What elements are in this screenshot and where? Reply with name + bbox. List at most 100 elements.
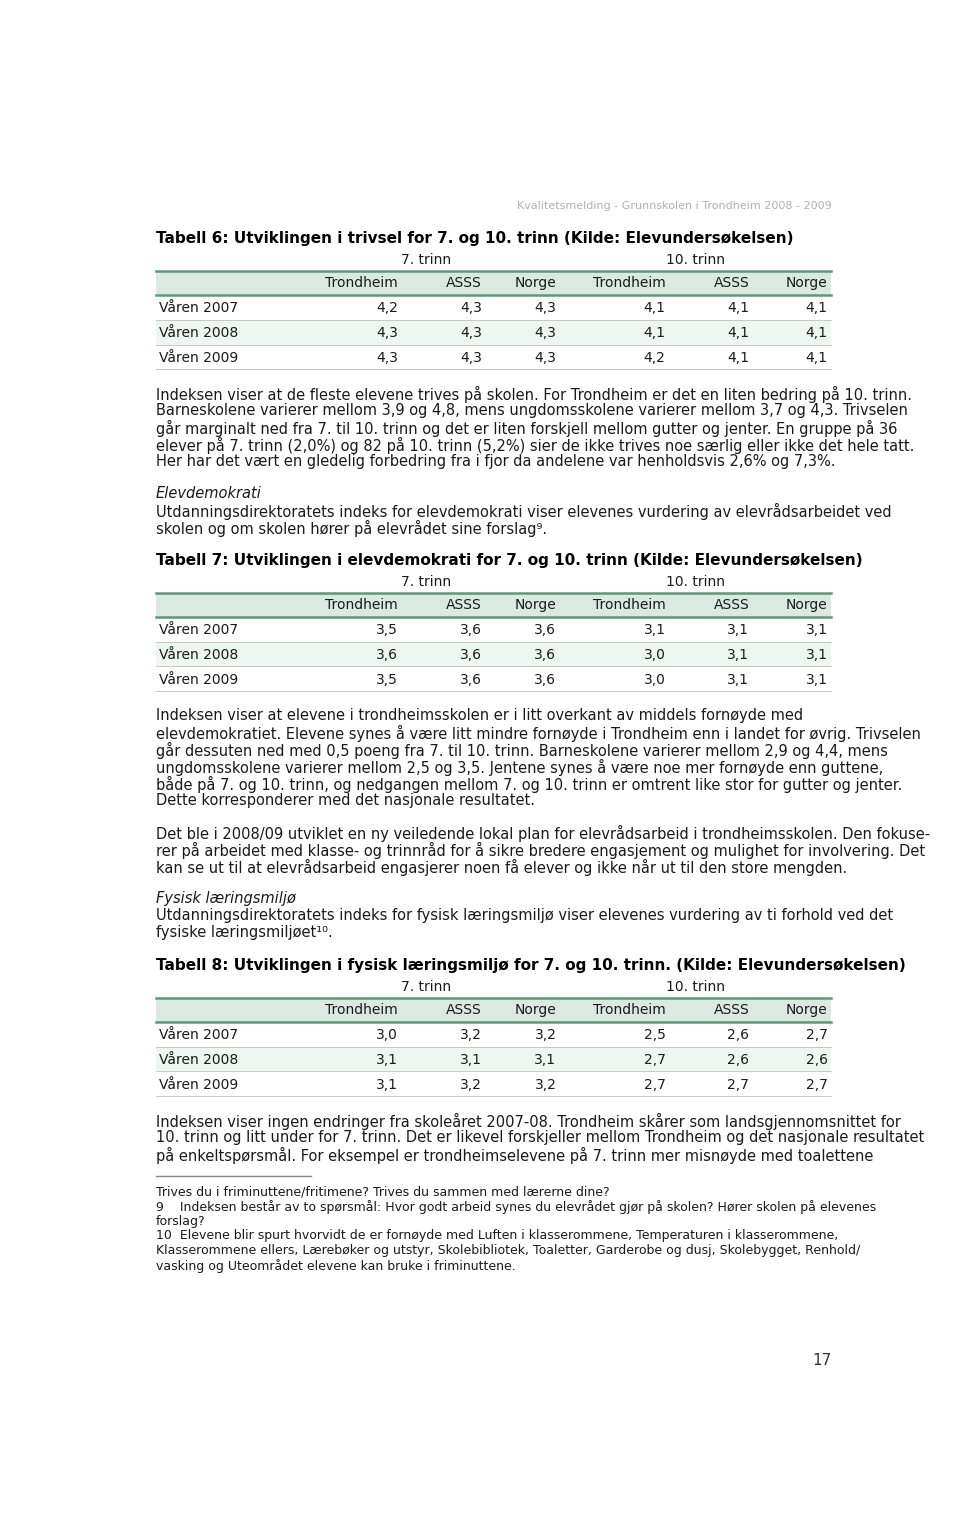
Text: Trondheim: Trondheim bbox=[325, 277, 398, 290]
Text: 2,7: 2,7 bbox=[728, 1077, 750, 1091]
Text: 2,7: 2,7 bbox=[805, 1077, 828, 1091]
Text: 3,6: 3,6 bbox=[460, 673, 482, 687]
Text: 3,6: 3,6 bbox=[535, 624, 557, 638]
Text: Norge: Norge bbox=[515, 598, 557, 612]
Text: Våren 2008: Våren 2008 bbox=[158, 1053, 238, 1067]
Text: Dette korresponderer med det nasjonale resultatet.: Dette korresponderer med det nasjonale r… bbox=[156, 793, 535, 808]
Text: Våren 2008: Våren 2008 bbox=[158, 326, 238, 340]
Bar bbox=[156, 593, 831, 618]
Text: 4,1: 4,1 bbox=[805, 350, 828, 364]
Text: 3,0: 3,0 bbox=[644, 673, 665, 687]
Text: 4,1: 4,1 bbox=[805, 301, 828, 315]
Text: 4,3: 4,3 bbox=[376, 326, 398, 340]
Text: 4,3: 4,3 bbox=[535, 326, 557, 340]
Text: Indeksen viser ingen endringer fra skoleåret 2007-08. Trondheim skårer som lands: Indeksen viser ingen endringer fra skole… bbox=[156, 1113, 900, 1130]
Text: Våren 2009: Våren 2009 bbox=[158, 673, 238, 687]
Text: 4,3: 4,3 bbox=[535, 301, 557, 315]
Text: Våren 2008: Våren 2008 bbox=[158, 649, 238, 662]
Text: 4,1: 4,1 bbox=[728, 301, 750, 315]
Text: 2,5: 2,5 bbox=[644, 1028, 665, 1042]
Text: 17: 17 bbox=[812, 1353, 831, 1368]
Text: Indeksen viser at de fleste elevene trives på skolen. For Trondheim er det en li: Indeksen viser at de fleste elevene triv… bbox=[156, 386, 912, 403]
Text: Våren 2007: Våren 2007 bbox=[158, 624, 238, 638]
Text: går dessuten ned med 0,5 poeng fra 7. til 10. trinn. Barneskolene varierer mello: går dessuten ned med 0,5 poeng fra 7. ti… bbox=[156, 742, 888, 759]
Bar bbox=[156, 1047, 831, 1071]
Text: 3,1: 3,1 bbox=[805, 673, 828, 687]
Text: ASSS: ASSS bbox=[446, 277, 482, 290]
Text: Norge: Norge bbox=[786, 1004, 828, 1017]
Text: Trondheim: Trondheim bbox=[325, 598, 398, 612]
Text: Våren 2007: Våren 2007 bbox=[158, 301, 238, 315]
Text: vasking og Uteområdet elevene kan bruke i friminuttene.: vasking og Uteområdet elevene kan bruke … bbox=[156, 1259, 516, 1273]
Text: Våren 2009: Våren 2009 bbox=[158, 350, 238, 364]
Text: 3,0: 3,0 bbox=[376, 1028, 398, 1042]
Text: 3,1: 3,1 bbox=[376, 1053, 398, 1067]
Text: Utdanningsdirektoratets indeks for elevdemokrati viser elevenes vurdering av ele: Utdanningsdirektoratets indeks for elevd… bbox=[156, 503, 891, 520]
Text: fysiske læringsmiljøet¹⁰.: fysiske læringsmiljøet¹⁰. bbox=[156, 925, 332, 941]
Text: 3,1: 3,1 bbox=[728, 673, 750, 687]
Text: Trondheim: Trondheim bbox=[325, 1004, 398, 1017]
Text: Tabell 8: Utviklingen i fysisk læringsmiljø for 7. og 10. trinn. (Kilde: Elevund: Tabell 8: Utviklingen i fysisk læringsmi… bbox=[156, 958, 905, 973]
Text: 3,2: 3,2 bbox=[535, 1077, 557, 1091]
Text: elever på 7. trinn (2,0%) og 82 på 10. trinn (5,2%) sier de ikke trives noe særl: elever på 7. trinn (2,0%) og 82 på 10. t… bbox=[156, 437, 914, 453]
Text: 4,2: 4,2 bbox=[376, 301, 398, 315]
Text: 4,1: 4,1 bbox=[805, 326, 828, 340]
Text: rer på arbeidet med klasse- og trinnråd for å sikre bredere engasjement og mulig: rer på arbeidet med klasse- og trinnråd … bbox=[156, 842, 924, 859]
Text: Norge: Norge bbox=[786, 277, 828, 290]
Text: Norge: Norge bbox=[515, 1004, 557, 1017]
Text: ASSS: ASSS bbox=[446, 1004, 482, 1017]
Text: Norge: Norge bbox=[515, 277, 557, 290]
Bar bbox=[156, 320, 831, 344]
Text: 10. trinn og litt under for 7. trinn. Det er likevel forskjeller mellom Trondhei: 10. trinn og litt under for 7. trinn. De… bbox=[156, 1130, 924, 1145]
Text: 4,1: 4,1 bbox=[643, 326, 665, 340]
Text: 3,1: 3,1 bbox=[643, 624, 665, 638]
Text: 7. trinn: 7. trinn bbox=[401, 981, 451, 994]
Text: 3,1: 3,1 bbox=[728, 624, 750, 638]
Text: Våren 2009: Våren 2009 bbox=[158, 1077, 238, 1091]
Text: 10. trinn: 10. trinn bbox=[666, 254, 726, 267]
Text: 4,1: 4,1 bbox=[728, 350, 750, 364]
Text: både på 7. og 10. trinn, og nedgangen mellom 7. og 10. trinn er omtrent like sto: både på 7. og 10. trinn, og nedgangen me… bbox=[156, 776, 901, 793]
Text: skolen og om skolen hører på elevrådet sine forslag⁹.: skolen og om skolen hører på elevrådet s… bbox=[156, 520, 547, 536]
Text: forslag?: forslag? bbox=[156, 1214, 205, 1228]
Text: Tabell 6: Utviklingen i trivsel for 7. og 10. trinn (Kilde: Elevundersøkelsen): Tabell 6: Utviklingen i trivsel for 7. o… bbox=[156, 231, 793, 246]
Text: 3,0: 3,0 bbox=[644, 649, 665, 662]
Text: Kvalitetsmelding - Grunnskolen i Trondheim 2008 - 2009: Kvalitetsmelding - Grunnskolen i Trondhe… bbox=[516, 201, 831, 212]
Text: 3,2: 3,2 bbox=[460, 1028, 482, 1042]
Text: Norge: Norge bbox=[786, 598, 828, 612]
Text: 2,6: 2,6 bbox=[728, 1053, 750, 1067]
Text: 4,1: 4,1 bbox=[643, 301, 665, 315]
Text: ASSS: ASSS bbox=[713, 598, 750, 612]
Text: Trondheim: Trondheim bbox=[593, 277, 665, 290]
Text: 3,6: 3,6 bbox=[460, 649, 482, 662]
Text: 3,6: 3,6 bbox=[376, 649, 398, 662]
Text: 2,6: 2,6 bbox=[728, 1028, 750, 1042]
Text: 3,6: 3,6 bbox=[460, 624, 482, 638]
Text: 4,2: 4,2 bbox=[644, 350, 665, 364]
Text: 3,1: 3,1 bbox=[805, 624, 828, 638]
Text: Trondheim: Trondheim bbox=[593, 1004, 665, 1017]
Text: 4,3: 4,3 bbox=[460, 301, 482, 315]
Text: Fysisk læringsmiljø: Fysisk læringsmiljø bbox=[156, 891, 296, 907]
Text: 4,3: 4,3 bbox=[376, 350, 398, 364]
Text: 3,2: 3,2 bbox=[535, 1028, 557, 1042]
Text: Her har det vært en gledelig forbedring fra i fjor da andelene var henholdsvis 2: Her har det vært en gledelig forbedring … bbox=[156, 453, 835, 469]
Text: Det ble i 2008/09 utviklet en ny veiledende lokal plan for elevrådsarbeid i tron: Det ble i 2008/09 utviklet en ny veilede… bbox=[156, 825, 930, 842]
Text: Indeksen viser at elevene i trondheimsskolen er i litt overkant av middels fornø: Indeksen viser at elevene i trondheimssk… bbox=[156, 709, 803, 722]
Text: 9    Indeksen består av to spørsmål: Hvor godt arbeid synes du elevrådet gjør på: 9 Indeksen består av to spørsmål: Hvor g… bbox=[156, 1200, 876, 1214]
Bar bbox=[156, 998, 831, 1022]
Text: Trondheim: Trondheim bbox=[593, 598, 665, 612]
Text: på enkeltspørsmål. For eksempel er trondheimselevene på 7. trinn mer misnøyde me: på enkeltspørsmål. For eksempel er trond… bbox=[156, 1147, 873, 1164]
Text: ASSS: ASSS bbox=[713, 1004, 750, 1017]
Text: 3,1: 3,1 bbox=[805, 649, 828, 662]
Text: 3,2: 3,2 bbox=[460, 1077, 482, 1091]
Text: Tabell 7: Utviklingen i elevdemokrati for 7. og 10. trinn (Kilde: Elevundersøkel: Tabell 7: Utviklingen i elevdemokrati fo… bbox=[156, 552, 862, 567]
Text: ASSS: ASSS bbox=[713, 277, 750, 290]
Text: Trives du i friminuttene/fritimene? Trives du sammen med lærerne dine?: Trives du i friminuttene/fritimene? Triv… bbox=[156, 1185, 610, 1199]
Text: 2,7: 2,7 bbox=[644, 1053, 665, 1067]
Text: 10. trinn: 10. trinn bbox=[666, 981, 726, 994]
Text: 3,1: 3,1 bbox=[376, 1077, 398, 1091]
Text: Elevdemokrati: Elevdemokrati bbox=[156, 486, 261, 501]
Bar bbox=[156, 271, 831, 295]
Text: 2,7: 2,7 bbox=[644, 1077, 665, 1091]
